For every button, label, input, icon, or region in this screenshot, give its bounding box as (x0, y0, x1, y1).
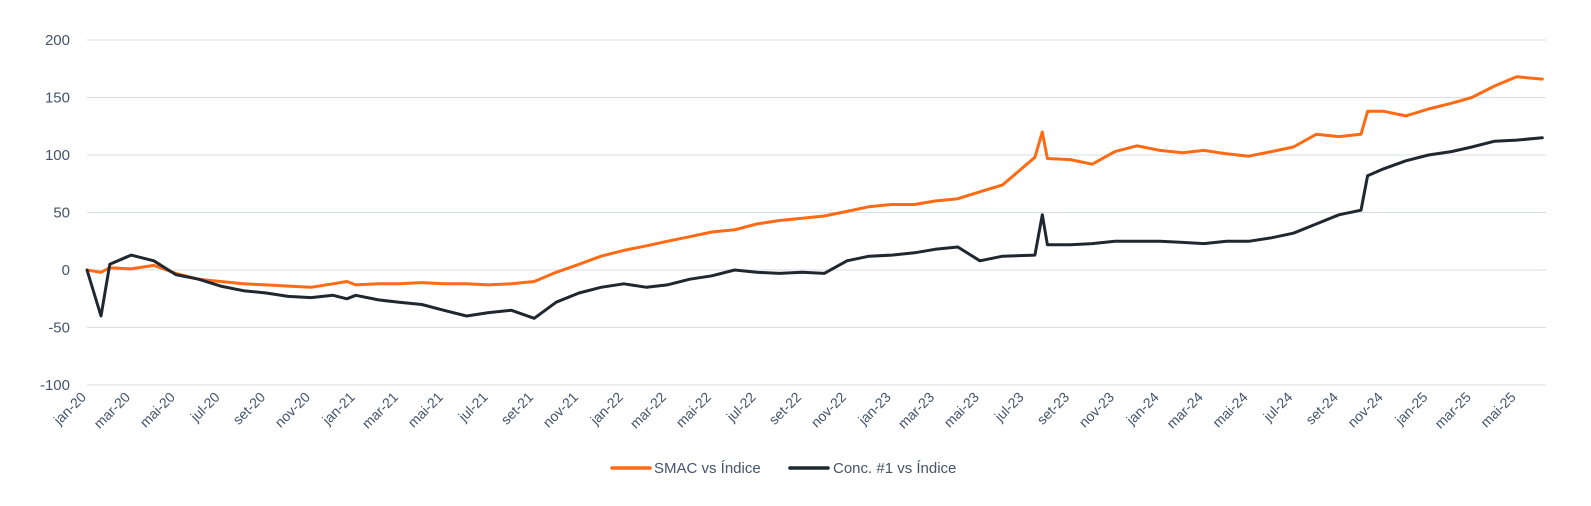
series-line-1 (85, 75, 1544, 289)
x-tick-label: mar-24 (1163, 389, 1206, 432)
x-tick-label: mai-23 (940, 389, 982, 431)
y-tick-label: 50 (53, 205, 70, 222)
y-tick-label: -50 (48, 320, 70, 337)
y-tick-label: -100 (40, 377, 70, 394)
series-lines (85, 75, 1544, 320)
y-tick-label: 0 (62, 262, 70, 279)
x-tick-label: jan-22 (586, 389, 626, 429)
x-tick-label: nov-20 (271, 389, 313, 431)
x-tick-label: set-20 (229, 389, 268, 428)
y-tick-label: 150 (45, 90, 70, 107)
y-tick-label: 100 (45, 147, 70, 164)
x-tick-label: mar-21 (359, 389, 402, 432)
x-tick-label: mar-23 (895, 389, 938, 432)
x-tick-label: mar-22 (627, 389, 670, 432)
series-line-2 (85, 136, 1544, 320)
x-tick-label: jan-24 (1122, 389, 1162, 429)
x-tick-label: mai-25 (1477, 389, 1519, 431)
x-tick-label: mai-22 (672, 389, 714, 431)
x-tick-label: set-22 (765, 389, 804, 428)
x-tick-label: set-24 (1302, 389, 1341, 428)
x-tick-label: nov-22 (808, 389, 850, 431)
x-tick-label: jul-23 (991, 389, 1027, 425)
x-tick-label: nov-21 (539, 389, 581, 431)
legend: SMAC vs Índice Conc. #1 vs Índice (610, 460, 956, 477)
x-tick-label: mar-20 (90, 389, 133, 432)
x-tick-label: nov-23 (1076, 389, 1118, 431)
legend-label: SMAC vs Índice (654, 460, 761, 477)
x-tick-label: jul-21 (455, 389, 491, 425)
x-tick-label: jul-20 (187, 389, 223, 425)
x-tick-label: mai-24 (1209, 389, 1251, 431)
x-tick-label: mai-21 (404, 389, 446, 431)
x-tick-label: jul-24 (1259, 389, 1295, 425)
x-tick-label: nov-24 (1344, 389, 1386, 431)
x-tick-label: jul-22 (723, 389, 759, 425)
x-tick-label: jan-21 (318, 389, 358, 429)
x-axis-ticks: jan-20 mar-20 mai-20 jul-20 set-20 nov-20 jan-… (50, 389, 1519, 432)
x-tick-label: set-21 (497, 389, 536, 428)
x-tick-label: mai-20 (136, 389, 178, 431)
y-axis-ticks: 200 150 100 50 0 -50 -100 (40, 32, 70, 394)
x-tick-label: jan-25 (1391, 389, 1431, 429)
x-tick-label: set-23 (1033, 389, 1072, 428)
x-tick-label: mar-25 (1431, 389, 1474, 432)
x-tick-label: jan-20 (50, 389, 90, 429)
x-tick-label: jan-23 (854, 389, 894, 429)
y-tick-label: 200 (45, 32, 70, 49)
grid (87, 39, 1546, 386)
legend-label: Conc. #1 vs Índice (833, 460, 956, 477)
